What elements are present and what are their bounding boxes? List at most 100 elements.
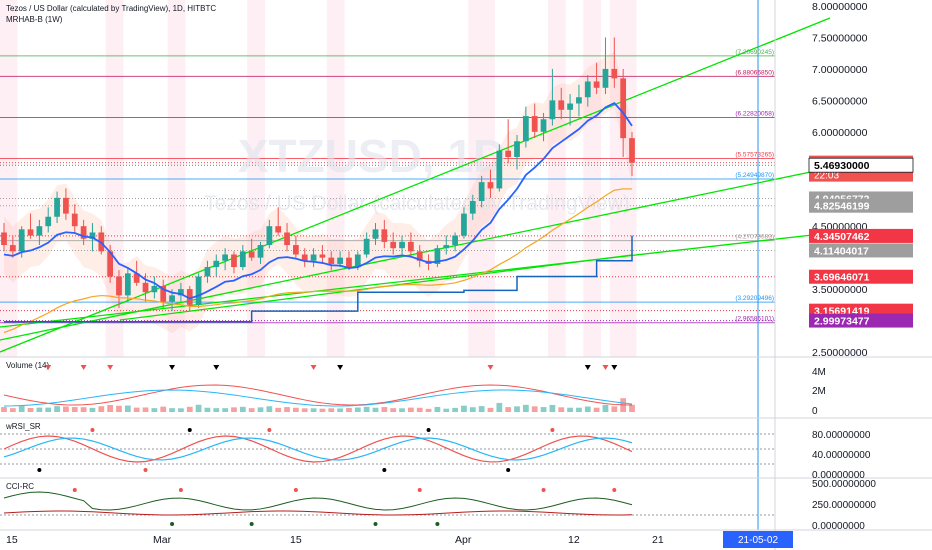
- candle: [80, 219, 87, 246]
- candle-body: [222, 254, 229, 261]
- price-badge: 4.11404017: [809, 243, 913, 258]
- candle-body: [531, 116, 538, 132]
- candle-body: [107, 251, 114, 277]
- candle: [213, 254, 220, 277]
- volume-ma: [3, 384, 633, 406]
- cci-marker: [178, 488, 183, 492]
- candle-body: [160, 285, 167, 302]
- price-tick: 7.00000000: [812, 64, 868, 76]
- cci-pane[interactable]: CCI-RC 500.00000000 250.00000000 0.00000…: [0, 479, 876, 532]
- horizontal-levels: [0, 55, 775, 324]
- candle: [319, 245, 326, 264]
- rsi-marker: [143, 468, 148, 472]
- price-tick: 6.00000000: [812, 127, 868, 139]
- candle-body: [514, 141, 520, 157]
- vol-tick-2m: 2M: [812, 386, 826, 397]
- time-axis[interactable]: 15 Mar 15 Apr 12 21: [6, 534, 664, 546]
- highlight-band: [547, 0, 566, 357]
- candle-body: [36, 226, 43, 236]
- candle-body: [584, 81, 591, 98]
- candle: [27, 213, 34, 239]
- candle: [1, 223, 7, 252]
- price-tick: 2.50000000: [812, 347, 868, 359]
- volume-bar: [452, 407, 458, 412]
- volume-bar: [390, 408, 397, 412]
- candle-body: [346, 257, 352, 268]
- signal-marker: [602, 365, 609, 370]
- candle-body: [452, 235, 458, 246]
- trendline: [0, 232, 831, 328]
- candle-body: [478, 182, 485, 202]
- candle-body: [124, 273, 131, 296]
- wrsi-pane[interactable]: wRSI_SR 80.00000000 40.00000000 0.000000…: [0, 422, 871, 481]
- candle: [248, 238, 255, 261]
- rsi-marker: [506, 468, 511, 472]
- candle: [496, 144, 503, 192]
- candle: [461, 207, 467, 239]
- volume-pane[interactable]: Volume (14) 4M 2M 0: [1, 361, 826, 417]
- level-labels: (7.20690245) (6.88066850) (6.22820058) (5.5…: [735, 49, 774, 323]
- price-badge-bg: [809, 269, 913, 284]
- signal-marker: [80, 365, 87, 370]
- candle-body: [390, 241, 397, 249]
- candle-body: [186, 289, 193, 305]
- highlight-band: [583, 0, 602, 357]
- volume-bar: [45, 407, 52, 412]
- candle-body: [487, 182, 494, 189]
- candle-body: [213, 260, 220, 268]
- volume-bar: [169, 408, 175, 412]
- volume-bar: [505, 407, 512, 412]
- candle-body: [1, 232, 7, 246]
- candle-body: [469, 201, 476, 214]
- volume-bar: [204, 407, 211, 412]
- candle-body: [9, 245, 16, 252]
- candle: [522, 106, 529, 148]
- countdown-bg: [809, 169, 913, 182]
- candle-body: [522, 116, 529, 142]
- watermark-symbol: XTZUSD, 1D: [238, 130, 506, 182]
- rsi-marker: [90, 428, 95, 432]
- volume-bar: [549, 404, 556, 412]
- candle-body: [602, 68, 609, 88]
- watermark-name: Tezos / US Dollar (calculated by Trading…: [204, 192, 630, 215]
- ma-line: [3, 188, 633, 334]
- level-label: (5.24949870): [735, 172, 774, 179]
- signal-marker: [310, 365, 317, 370]
- price-badge-bg: [809, 313, 913, 328]
- candle-body: [416, 251, 423, 261]
- volume-bar: [9, 408, 16, 412]
- cci-tick-250: 250.00000000: [812, 500, 876, 511]
- volume-bar: [275, 407, 282, 412]
- cci-marker: [293, 488, 298, 492]
- price-tick: 7.50000000: [812, 32, 868, 44]
- signal-marker: [487, 365, 494, 370]
- price-scale[interactable]: [775, 0, 932, 530]
- level-label: (5.57573265): [735, 152, 774, 159]
- cci-marker: [72, 488, 77, 492]
- price-badge: 4.82546199: [809, 198, 913, 213]
- candle: [275, 207, 282, 236]
- candle: [231, 251, 237, 274]
- candle: [151, 276, 158, 299]
- candle-body: [239, 251, 246, 268]
- candle: [284, 223, 290, 252]
- volume-bar: [381, 407, 388, 412]
- volume-bar: [195, 404, 202, 412]
- watermark: XTZUSD, 1D Tezos / US Dollar (calculated…: [204, 130, 630, 215]
- signal-marker: [584, 365, 591, 370]
- volume-bar: [248, 408, 255, 412]
- volume-bar: [434, 406, 441, 412]
- candle-body: [505, 150, 512, 157]
- candle-body: [576, 97, 582, 104]
- candle: [549, 68, 556, 126]
- volume-bar: [266, 406, 273, 412]
- candle: [222, 248, 229, 271]
- chart-title: Tezos / US Dollar (calculated by Trading…: [6, 4, 216, 13]
- plot-area[interactable]: [0, 0, 775, 530]
- cci-marker: [417, 488, 422, 492]
- volume-bar: [354, 407, 361, 412]
- volume-bar: [231, 407, 237, 412]
- candle: [584, 75, 591, 107]
- cursor-date: 21-05-02: [738, 535, 778, 546]
